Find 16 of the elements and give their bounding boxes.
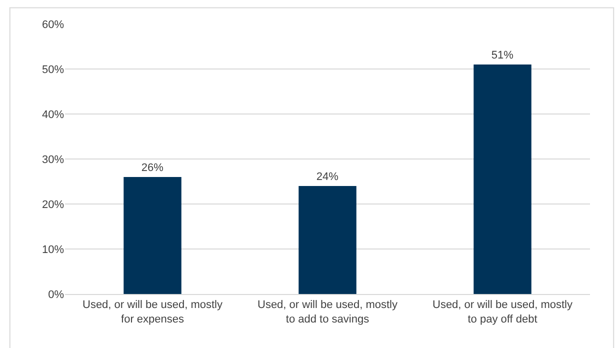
data-label: 26% [141,162,164,174]
y-tick-label: 10% [42,244,64,256]
y-tick-label: 0% [48,288,64,301]
x-tick-label: Used, or will be used, mostly for expenses [82,299,223,326]
bar [474,64,532,294]
bar [298,186,356,294]
x-tick-label: Used, or will be used, mostly to pay off debt [432,299,573,326]
y-tick-label: 60% [42,18,64,31]
y-tick-label: 20% [42,198,64,211]
data-label: 51% [491,50,514,62]
y-tick-label: 50% [42,64,64,76]
data-label: 24% [316,171,339,183]
y-tick-label: 30% [42,154,64,166]
y-tick-label: 40% [42,108,64,121]
bar [124,177,182,294]
x-tick-label: Used, or will be used, mostly to add to savings [258,299,398,326]
